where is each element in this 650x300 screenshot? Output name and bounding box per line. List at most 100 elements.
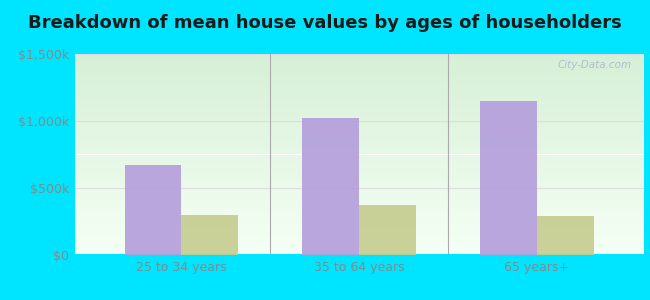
Bar [75,72,644,73]
Bar [75,144,644,145]
Bar [75,160,644,161]
Bar [75,253,644,254]
Bar [75,174,644,175]
Text: City-Data.com: City-Data.com [558,60,632,70]
Bar [75,131,644,132]
Bar [75,117,644,118]
Bar [75,191,644,192]
Bar [75,111,644,112]
Bar [302,118,359,255]
Bar [480,101,537,255]
Bar [75,92,644,93]
Bar [75,187,644,188]
Bar [75,182,644,183]
Bar [75,88,644,89]
Bar [75,164,644,166]
Bar [75,107,644,108]
Bar [359,206,416,255]
Bar [75,56,644,57]
Bar [75,91,644,92]
Bar [75,83,644,84]
Bar [75,188,644,189]
Bar [75,103,644,104]
Bar [75,112,644,113]
Bar [75,82,644,83]
Bar [75,234,644,235]
Bar [75,247,644,248]
Bar [75,241,644,242]
Bar [75,204,644,205]
Bar [75,119,644,120]
Bar [75,114,644,115]
Bar [75,167,644,168]
Bar [75,113,644,114]
Bar [75,123,644,124]
Bar [75,143,644,144]
Bar [75,137,644,138]
Bar [75,120,644,121]
Bar [75,97,644,98]
Bar [75,130,644,131]
Bar [75,193,644,194]
Bar [75,190,644,191]
Bar [75,254,644,255]
Bar [75,208,644,209]
Bar [75,140,644,141]
Bar [75,81,644,82]
Bar [75,246,644,247]
Bar [75,215,644,216]
Bar [75,181,644,182]
Bar [75,223,644,224]
Bar [75,240,644,241]
Bar [75,62,644,63]
Bar [75,69,644,70]
Bar [75,219,644,220]
Bar [75,149,644,151]
Bar [75,75,644,76]
Bar [75,74,644,75]
Bar [75,154,644,155]
Bar [75,211,644,212]
Bar [75,95,644,96]
Bar [75,186,644,187]
Bar [75,132,644,134]
Bar [125,165,181,255]
Bar [75,61,644,62]
Bar [75,106,644,107]
Bar [75,236,644,237]
Bar [75,125,644,126]
Bar [75,194,644,195]
Bar [75,213,644,214]
Bar [75,220,644,221]
Bar [75,89,644,90]
Bar [75,115,644,116]
Bar [75,228,644,229]
Bar [75,221,644,222]
Bar [75,172,644,174]
Bar [75,252,644,253]
Bar [75,54,644,55]
Bar [75,85,644,86]
Bar [75,233,644,234]
Bar [75,245,644,246]
Bar [75,171,644,172]
Bar [75,230,644,231]
Bar [75,122,644,123]
Bar [75,217,644,218]
Bar [75,134,644,135]
Bar [75,166,644,167]
Bar [75,205,644,206]
Bar [75,124,644,125]
Bar [75,108,644,109]
Bar [181,215,239,255]
Bar [75,232,644,233]
Bar [75,104,644,105]
Bar [75,146,644,148]
Bar [75,63,644,64]
Bar [75,58,644,59]
Bar [75,110,644,111]
Bar [75,206,644,207]
Bar [75,231,644,232]
Bar [75,77,644,78]
Bar [75,57,644,58]
